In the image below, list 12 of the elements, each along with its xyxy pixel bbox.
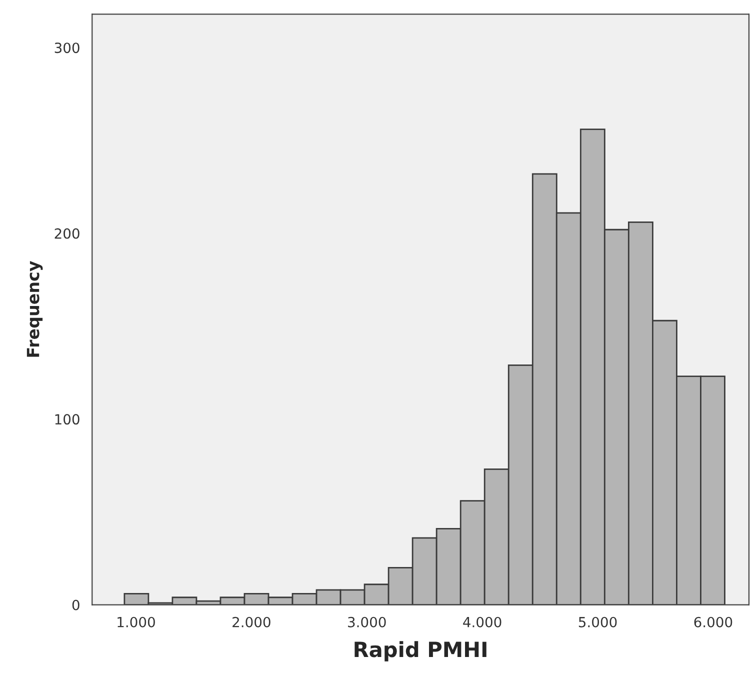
- y-tick-label: 300: [54, 42, 80, 54]
- y-tick-label: 100: [55, 414, 80, 425]
- x-tick-label: 2.000: [232, 616, 270, 628]
- x-axis-title: Rapid PMHI: [354, 641, 486, 662]
- x-tick-label: 1.000: [118, 616, 155, 628]
- y-tick-label: 200: [54, 228, 80, 239]
- x-tick-label: 3.000: [348, 616, 386, 628]
- y-tick-label: 0: [72, 600, 80, 610]
- y-axis-title: Frequency: [26, 261, 43, 357]
- x-tick-label: 6.000: [694, 616, 732, 628]
- x-tick-label: 5.000: [578, 616, 617, 628]
- x-tick-label: 4.000: [463, 616, 502, 628]
